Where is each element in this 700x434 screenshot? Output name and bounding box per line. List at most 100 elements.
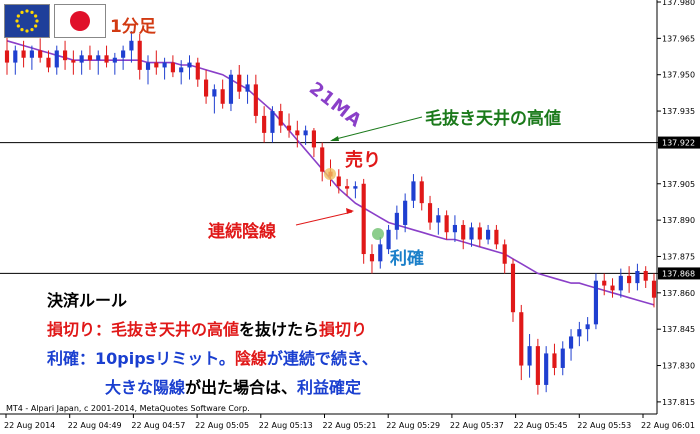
candle-body [79, 55, 84, 63]
high-note-arrow [331, 116, 423, 141]
candle-body [369, 254, 375, 262]
candle-body [353, 186, 358, 189]
tp-label: 利確 [47, 349, 80, 368]
candle [560, 341, 565, 376]
y-tick-label: 137.830 [662, 362, 695, 371]
candle [21, 40, 26, 68]
candle-body [577, 329, 582, 337]
y-tick-label: 137.922 [662, 139, 695, 148]
y-tick-label: 137.860 [662, 289, 695, 298]
candle-body [179, 67, 184, 73]
candle-body [452, 224, 457, 233]
candle [54, 45, 59, 75]
tp-line2-b: が出た場合は、 [185, 378, 298, 397]
candle [494, 224, 499, 250]
candle-body [54, 50, 59, 68]
candle [145, 55, 151, 85]
stop-label: 損切り [47, 320, 96, 339]
candle-body [411, 181, 416, 201]
candle [535, 338, 540, 395]
candle [237, 65, 242, 99]
x-tick-label: 22 Aug 05:53 [577, 421, 631, 430]
tp-text-c: が連続で続き、 [266, 349, 378, 368]
candle [651, 273, 657, 308]
candle-body [129, 40, 134, 51]
candle [212, 84, 217, 114]
candle [361, 178, 366, 264]
candle [452, 215, 457, 242]
candle-body [535, 346, 540, 385]
japan-sun-icon [70, 11, 90, 31]
candle-body [4, 50, 10, 63]
candle [610, 278, 615, 298]
y-tick-label: 137.950 [662, 71, 695, 80]
candle-body [527, 346, 532, 366]
candle-body [602, 280, 607, 286]
eu-star-icon [15, 19, 19, 23]
candle [96, 50, 101, 75]
candle-body [427, 203, 433, 223]
candle-body [237, 74, 242, 92]
y-tick-label: 137.980 [662, 0, 695, 7]
candle [568, 329, 574, 361]
candle-body [270, 111, 275, 133]
candle [204, 69, 209, 104]
candle-body [419, 181, 424, 204]
candle-body [228, 74, 234, 104]
candle-body [610, 285, 615, 291]
candle [618, 268, 623, 298]
candle [253, 74, 258, 124]
candle-body [560, 348, 565, 368]
high-note-arrowhead [330, 136, 339, 141]
candle-body [121, 50, 126, 58]
candle [295, 120, 300, 148]
japan-flag-icon [54, 4, 106, 38]
candle-body [295, 130, 300, 136]
eu-flag-icon [4, 4, 50, 38]
exit-rules-box: 決済ルール 損切り：毛抜き天井の高値を抜けたら損切り 利確：10pipsリミット… [47, 286, 517, 402]
x-tick-label: 22 Aug 05:45 [514, 421, 568, 430]
price-tag [658, 136, 700, 149]
y-tick-label: 137.965 [662, 34, 695, 43]
tp-rule: 利確：10pipsリミット。陰線が連続で続き、 [47, 344, 517, 373]
candle-body [469, 227, 474, 240]
y-tick-label: 137.905 [662, 180, 695, 189]
candle-body [286, 125, 292, 131]
candle-body [71, 60, 76, 63]
candle-body [13, 50, 18, 63]
candle-body [477, 227, 482, 240]
eu-star-icon [16, 14, 20, 18]
candle-body [145, 62, 151, 70]
stop-text-b: を抜けたら [239, 320, 320, 339]
candle-body [643, 271, 648, 281]
candle-body [262, 115, 267, 133]
candle-body [104, 55, 109, 63]
candle [170, 55, 175, 78]
candle [245, 74, 250, 104]
candle [345, 178, 350, 196]
candle [427, 195, 433, 230]
candle [593, 273, 599, 330]
candle-body [486, 229, 491, 240]
candle [320, 142, 325, 182]
candle [87, 45, 93, 70]
y-tick-label: 137.868 [662, 269, 695, 278]
candle-body [204, 79, 209, 97]
candle [403, 193, 408, 233]
candle-body [593, 280, 599, 325]
candle [643, 266, 648, 288]
stop-text-a: ：毛抜き天井の高値 [95, 320, 240, 339]
candle-body [320, 147, 325, 172]
candle-body [46, 57, 51, 68]
candle [527, 334, 532, 378]
candle [195, 57, 200, 87]
candle [510, 258, 516, 322]
timeframe-label: 1分足 [110, 17, 156, 37]
trade-markers [324, 168, 384, 240]
candle [29, 45, 34, 70]
candle [286, 113, 292, 138]
eu-star-icon [20, 28, 24, 32]
y-tick-label: 137.935 [662, 107, 695, 116]
candle [278, 103, 283, 133]
